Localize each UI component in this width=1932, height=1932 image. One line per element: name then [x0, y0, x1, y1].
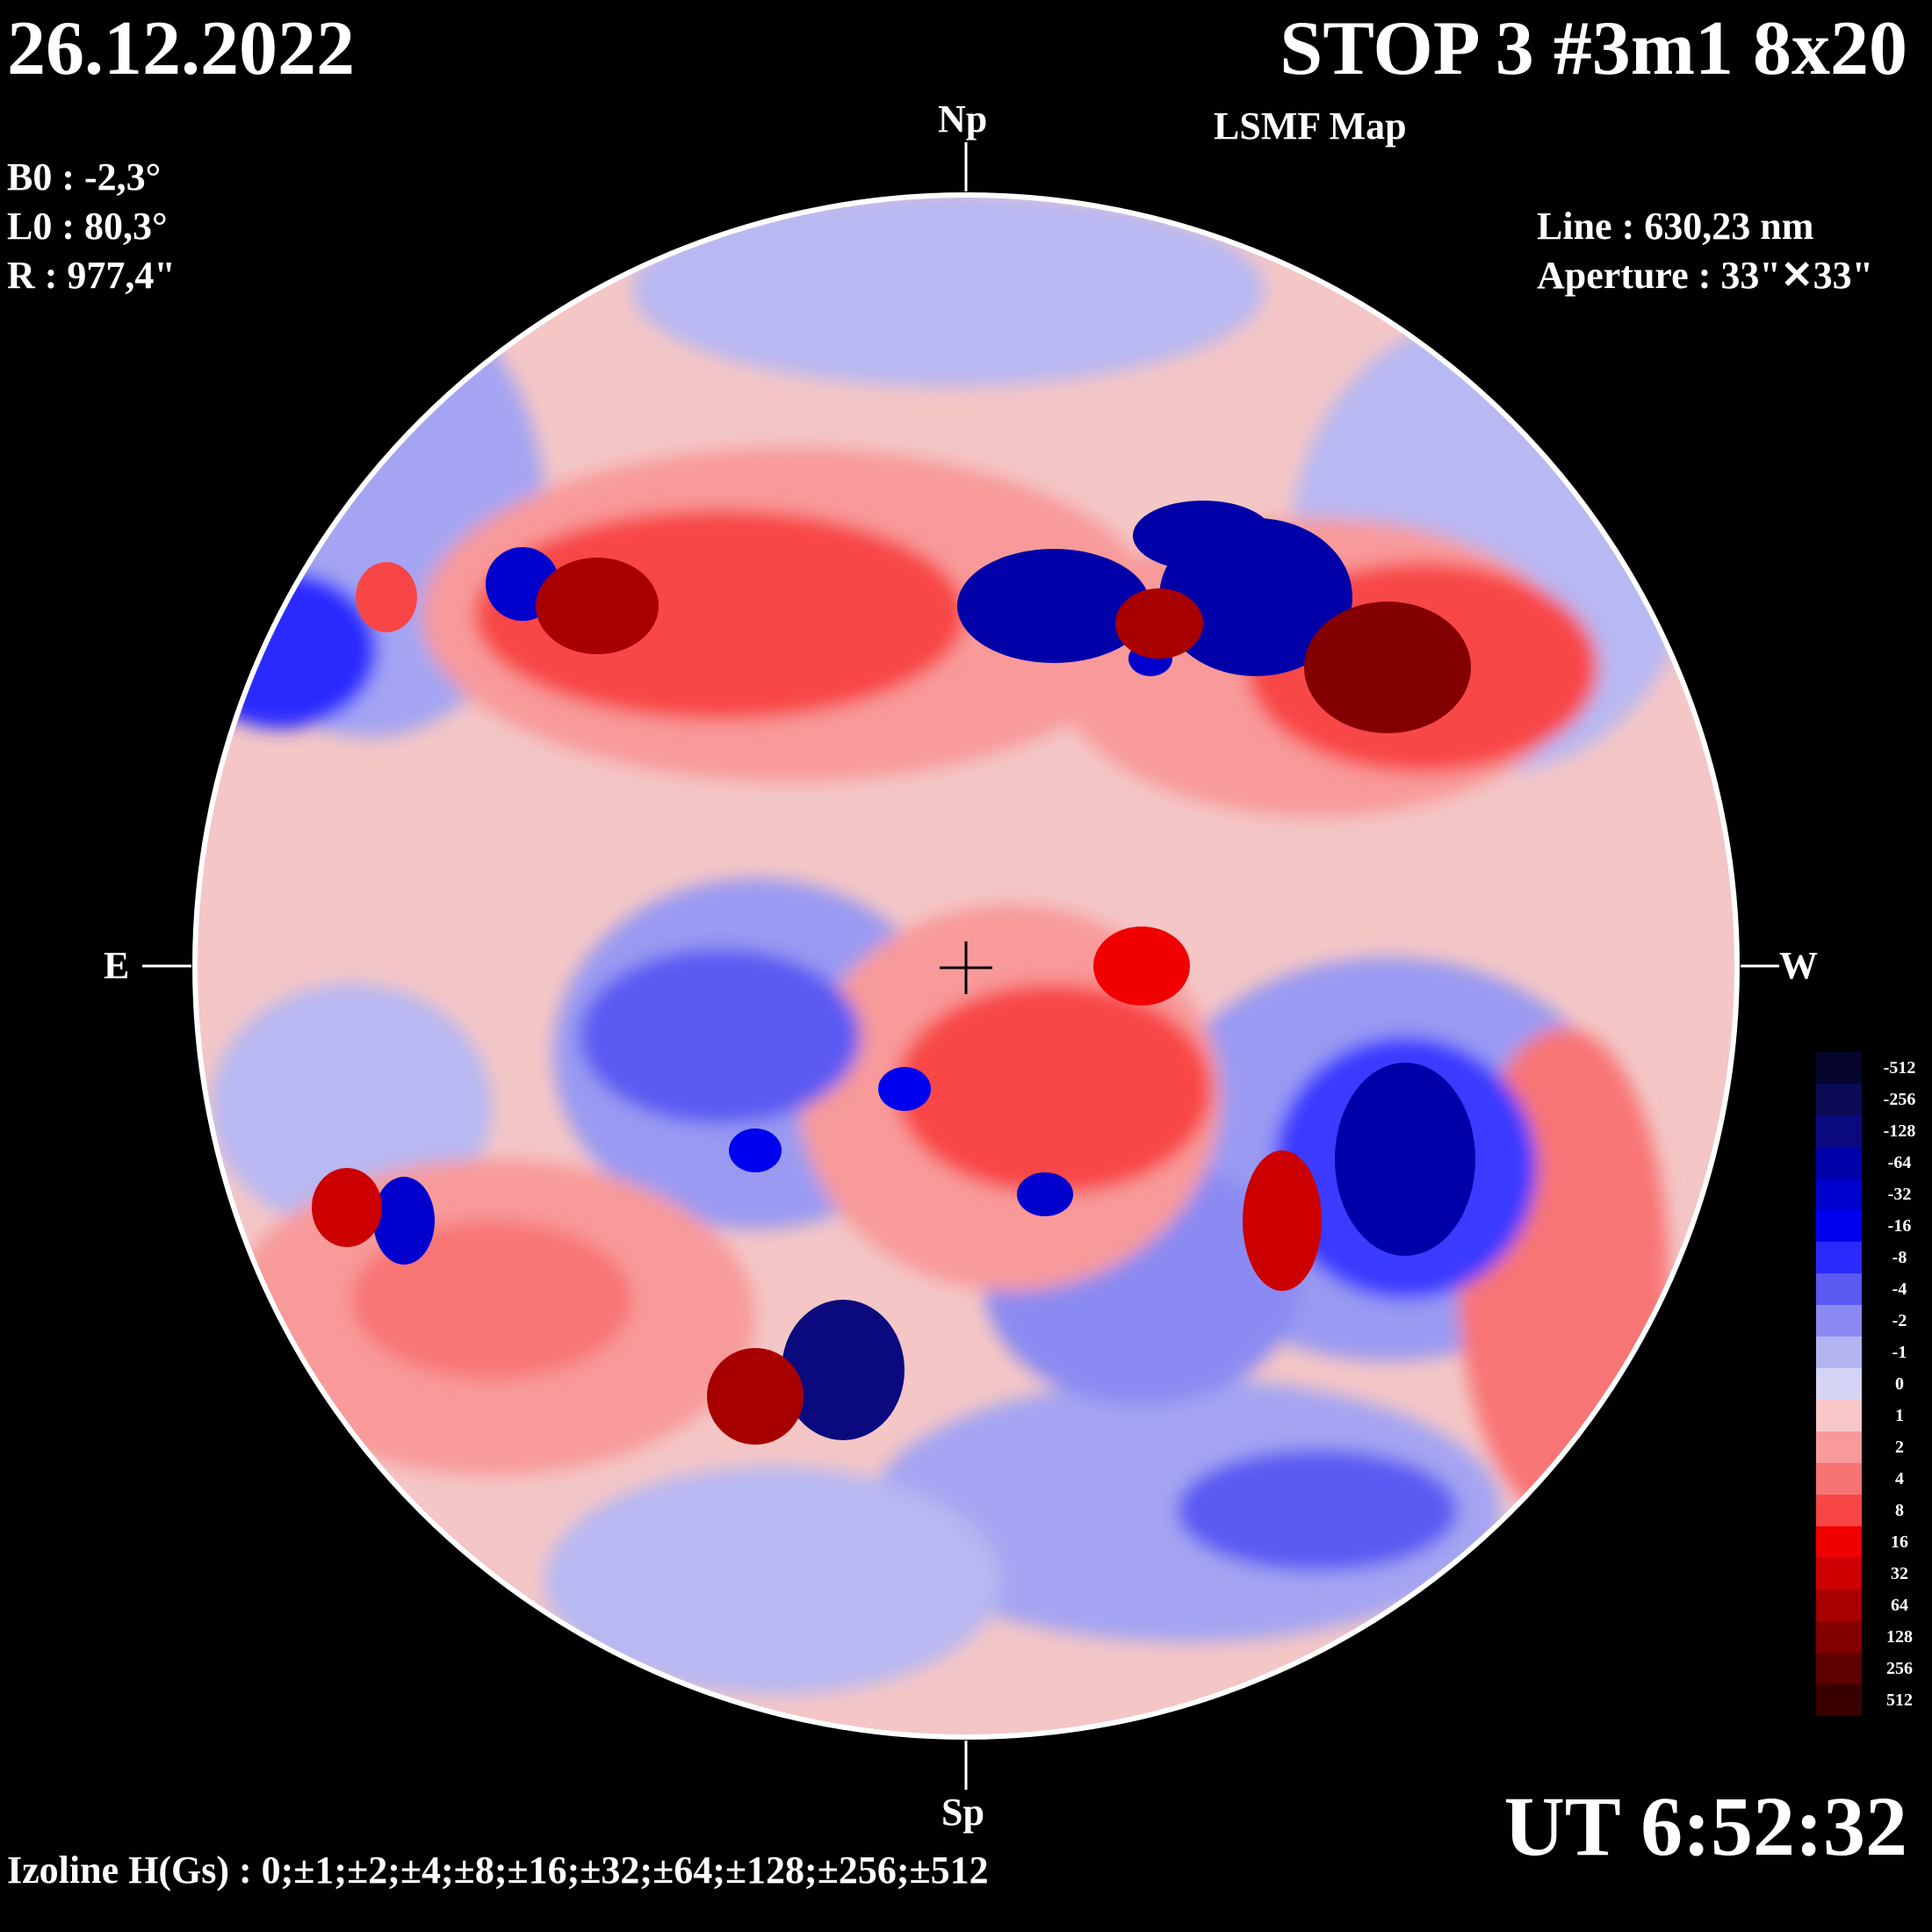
legend-swatch: [1816, 1684, 1862, 1716]
legend-entry: 64: [1816, 1590, 1930, 1621]
strong-negative-regions: [373, 501, 1475, 1440]
east-label: E: [104, 944, 130, 987]
legend-label: 128: [1886, 1627, 1913, 1647]
legend-label: 8: [1895, 1501, 1904, 1520]
legend-swatch: [1816, 1305, 1862, 1337]
legend-entry: -2: [1816, 1305, 1930, 1337]
legend-label: 64: [1891, 1596, 1908, 1615]
legend-swatch: [1816, 1115, 1862, 1147]
param-radius: R : 977,4": [7, 254, 176, 297]
legend-swatch: [1816, 1084, 1862, 1115]
legend-swatch: [1816, 1273, 1862, 1305]
legend-entry: 128: [1816, 1621, 1930, 1653]
legend-label: 32: [1891, 1564, 1908, 1583]
legend-swatch: [1816, 1052, 1862, 1084]
legend-entry: 1: [1816, 1400, 1930, 1431]
legend-label: 512: [1886, 1690, 1913, 1710]
legend-entry: -8: [1816, 1242, 1930, 1273]
center-crosshair: [940, 941, 992, 994]
legend-entry: 2: [1816, 1431, 1930, 1463]
legend-label: -1: [1892, 1343, 1907, 1362]
legend-label: 4: [1895, 1469, 1904, 1489]
legend-swatch: [1816, 1431, 1862, 1463]
south-label: Sp: [941, 1791, 984, 1834]
legend-entry: -128: [1816, 1115, 1930, 1147]
legend-swatch: [1816, 1495, 1862, 1526]
legend-label: -8: [1892, 1248, 1907, 1267]
legend-label: 2: [1895, 1438, 1904, 1457]
legend-swatch: [1816, 1210, 1862, 1242]
legend-entry: 512: [1816, 1684, 1930, 1716]
legend-entry: 0: [1816, 1368, 1930, 1400]
legend-entry: 8: [1816, 1495, 1930, 1526]
legend-swatch: [1816, 1653, 1862, 1684]
legend-label: -2: [1892, 1311, 1907, 1330]
legend-label: -16: [1887, 1216, 1912, 1236]
param-b0: B0 : -2,3°: [7, 155, 162, 198]
legend-entry: 32: [1816, 1558, 1930, 1590]
legend-label: -256: [1883, 1090, 1916, 1109]
legend-entry: -32: [1816, 1179, 1930, 1210]
observation-date: 26.12.2022: [7, 6, 355, 91]
north-label: Np: [938, 97, 988, 141]
field-map: [195, 195, 1737, 1737]
legend-swatch: [1816, 1558, 1862, 1590]
legend-swatch: [1816, 1463, 1862, 1495]
param-l0: L0 : 80,3°: [7, 205, 168, 248]
legend-entry: -4: [1816, 1273, 1930, 1305]
legend-swatch: [1816, 1368, 1862, 1400]
legend-swatch: [1816, 1242, 1862, 1273]
legend-label: 1: [1895, 1406, 1904, 1425]
legend-entry: -1: [1816, 1337, 1930, 1368]
map-title: STOP 3 #3m1 8x20: [1280, 6, 1907, 91]
map-subtitle: LSMF Map: [1214, 105, 1407, 148]
legend-swatch: [1816, 1337, 1862, 1368]
legend-label: -512: [1883, 1058, 1916, 1078]
legend-swatch: [1816, 1179, 1862, 1210]
legend-label: -4: [1892, 1280, 1907, 1299]
legend-label: 16: [1891, 1532, 1908, 1552]
izoline-levels: Izoline H(Gs) : 0;±1;±2;±4;±8;±16;±32;±6…: [7, 1849, 989, 1892]
legend-entry: 4: [1816, 1463, 1930, 1495]
strong-positive-regions: [312, 558, 1471, 1445]
legend-entry: -16: [1816, 1210, 1930, 1242]
legend-swatch: [1816, 1590, 1862, 1621]
legend-swatch: [1816, 1400, 1862, 1431]
param-aperture: Aperture : 33"✕33": [1537, 254, 1874, 297]
legend-label: 256: [1886, 1659, 1913, 1678]
color-legend: -512 -256 -128 -64 -32 -16 -8 -4 -2 -1 0 1 2 4 8 16 32 64…: [1816, 1052, 1930, 1716]
legend-swatch: [1816, 1147, 1862, 1179]
legend-swatch: [1816, 1621, 1862, 1653]
legend-label: -32: [1887, 1185, 1912, 1204]
legend-label: -128: [1883, 1121, 1916, 1141]
legend-swatch: [1816, 1526, 1862, 1558]
param-line: Line : 630,23 nm: [1537, 205, 1814, 248]
west-label: W: [1779, 944, 1818, 987]
legend-entry: 256: [1816, 1653, 1930, 1684]
legend-label: -64: [1887, 1153, 1912, 1172]
cardinal-ticks: [142, 142, 1779, 1790]
legend-label: 0: [1895, 1374, 1904, 1394]
legend-entry: -256: [1816, 1084, 1930, 1115]
legend-entry: 16: [1816, 1526, 1930, 1558]
ut-time: UT 6:52:32: [1503, 1779, 1907, 1873]
legend-entry: -64: [1816, 1147, 1930, 1179]
legend-entry: -512: [1816, 1052, 1930, 1084]
disk-limb: [192, 192, 1740, 1740]
